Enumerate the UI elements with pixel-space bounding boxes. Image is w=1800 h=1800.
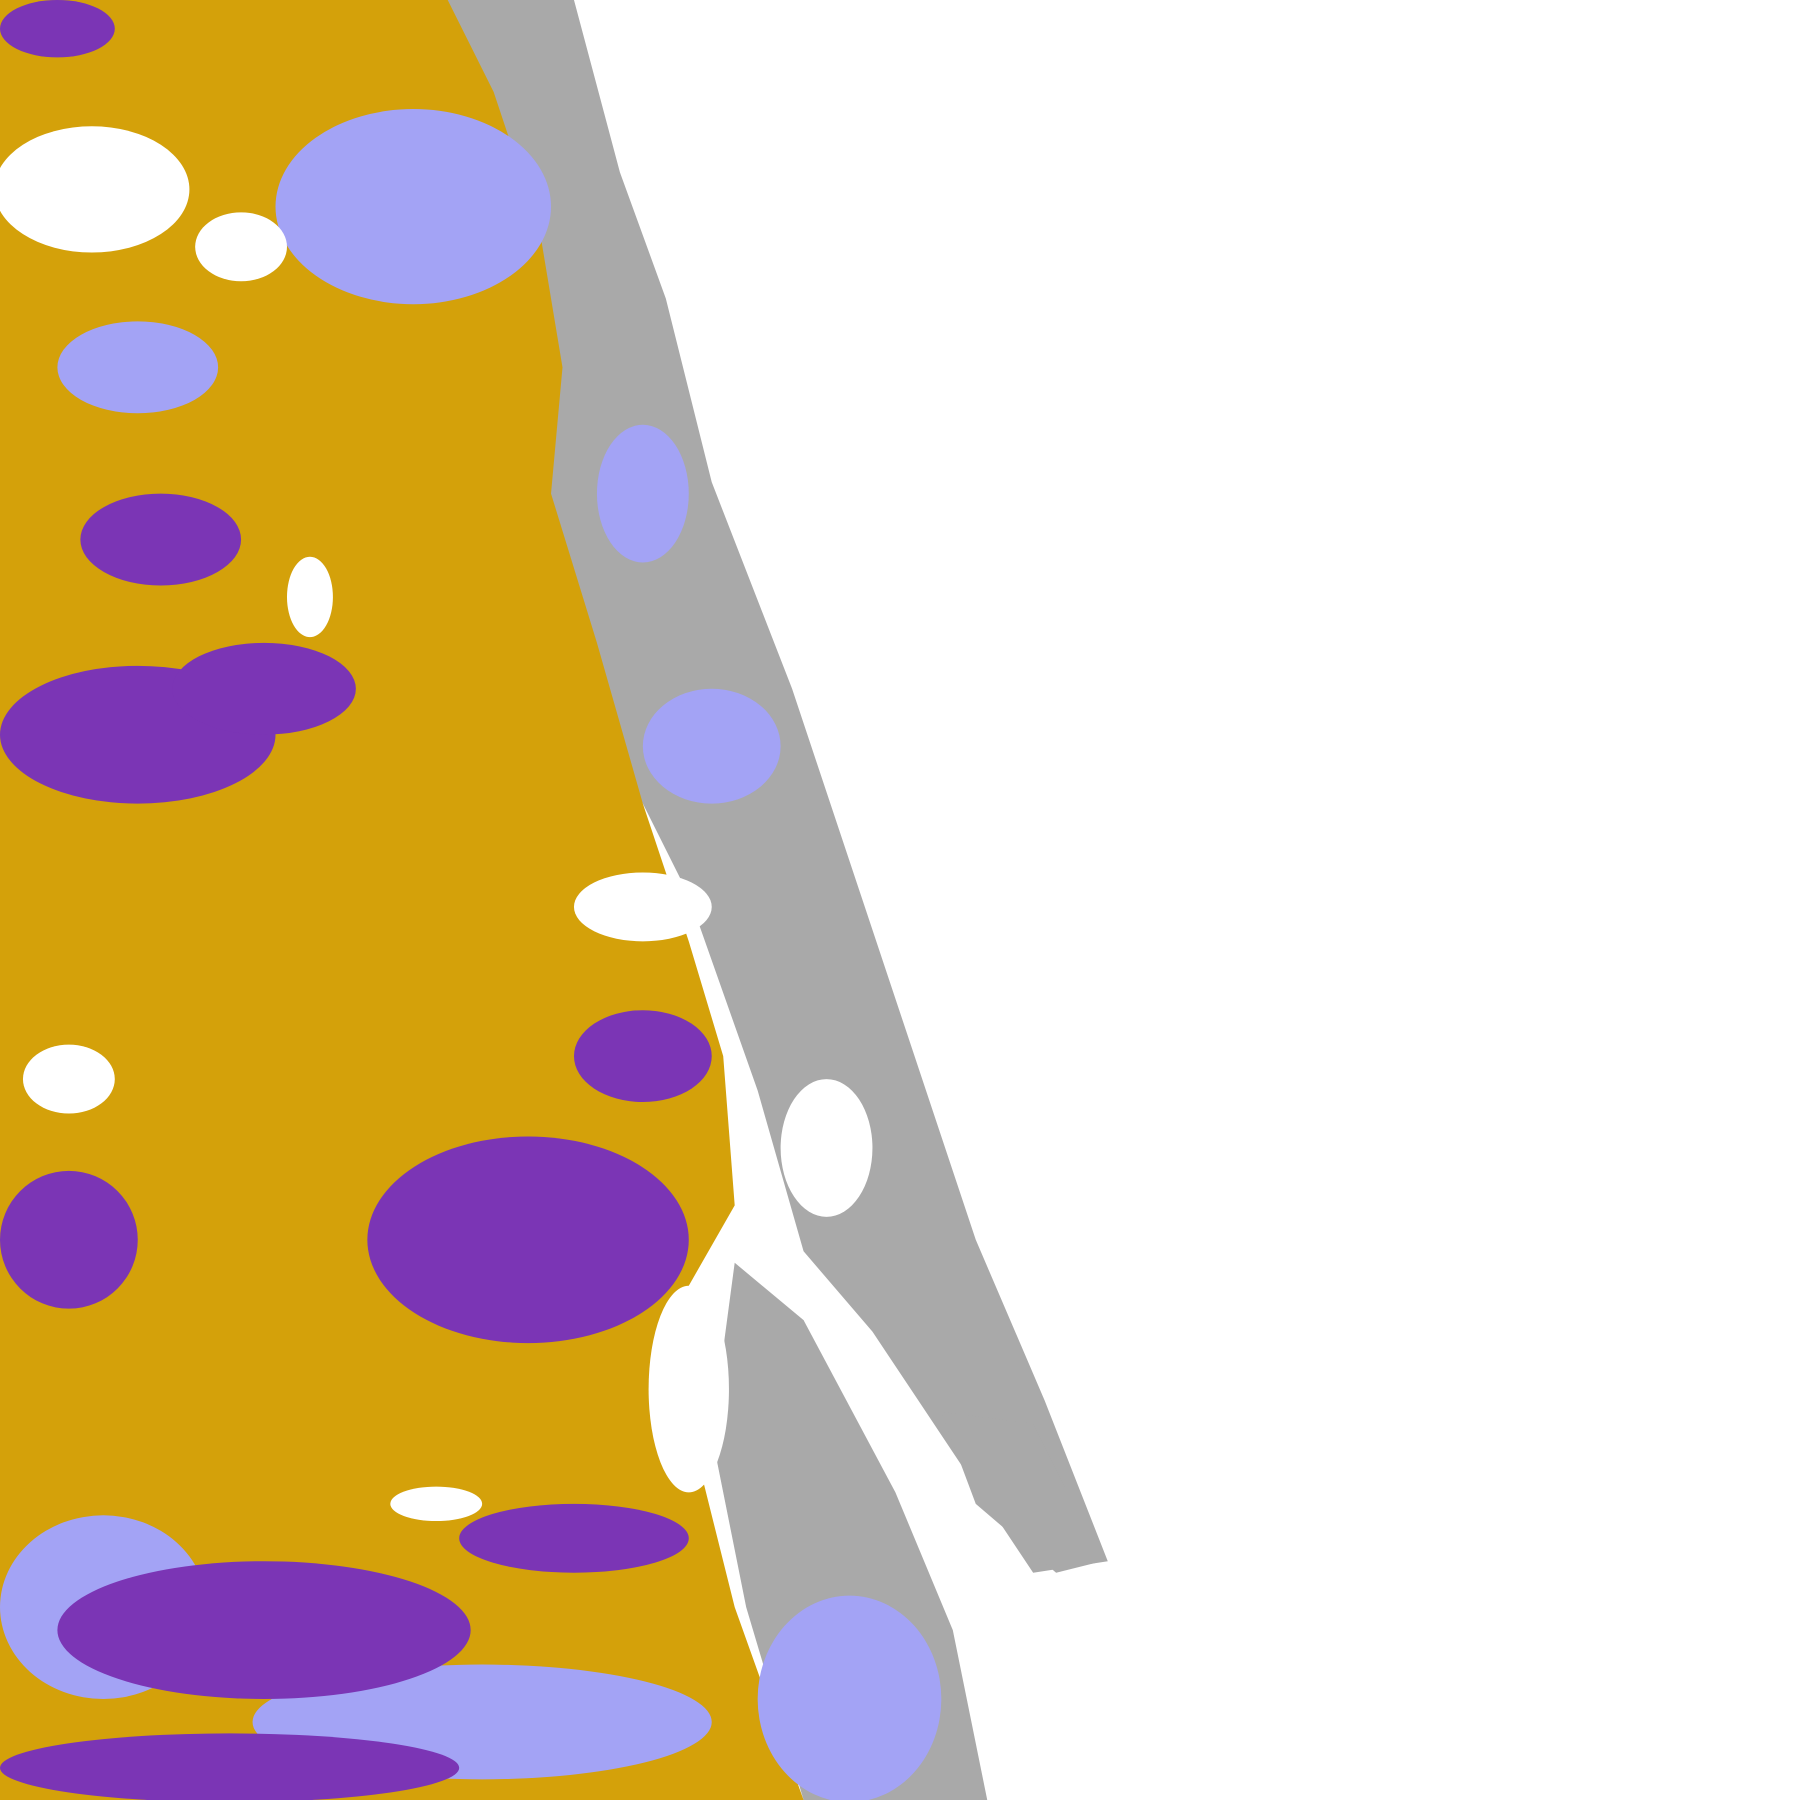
purple-region [367,1136,689,1344]
purple-region [172,642,356,735]
purple-region [57,1561,471,1699]
lavender-coastal-patch [596,424,689,563]
purple-region [0,1733,460,1800]
lavender-region-southeast [757,1595,942,1800]
water-gap [648,1285,729,1493]
water-gap [573,872,712,942]
water-gap [780,1079,873,1217]
gold-landmass [0,0,804,1800]
lavender-region-northwest [57,321,219,414]
water-gap [390,1486,483,1522]
lavender-region-north [275,109,552,305]
water-gap [0,126,190,253]
water-gap [22,1044,115,1114]
purple-region [0,0,115,58]
purple-region [459,1503,689,1573]
water-gap [286,556,333,638]
purple-region [0,1170,138,1309]
water-gap [195,212,287,282]
purple-region [573,1010,712,1103]
gray-offshore-island [941,1411,1103,1573]
purple-region [80,493,242,586]
lavender-coastal-patch [642,688,781,804]
